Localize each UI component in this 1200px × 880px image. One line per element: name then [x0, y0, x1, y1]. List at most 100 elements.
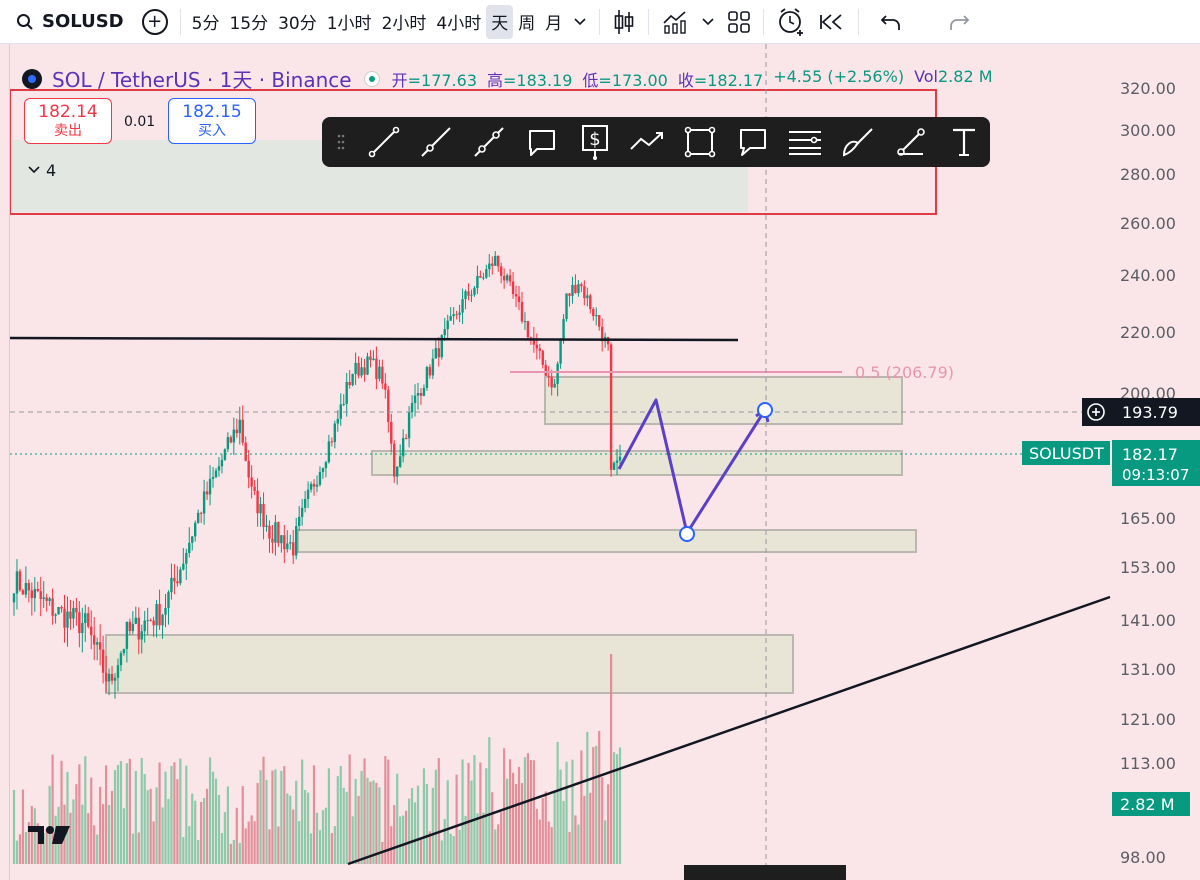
price-scale[interactable]: 320.00300.00280.00260.00240.00220.00200.… [1110, 44, 1200, 880]
callout-tool[interactable] [515, 122, 568, 162]
candle-body[interactable] [416, 393, 420, 396]
candle-body[interactable] [559, 340, 562, 364]
candle-body[interactable] [514, 294, 518, 297]
candle-body[interactable] [140, 631, 143, 640]
parallel-lines-tool[interactable] [779, 122, 832, 162]
candle-body[interactable] [580, 284, 583, 287]
candle-body[interactable] [434, 348, 438, 359]
candle-body[interactable] [357, 362, 360, 376]
candle-body[interactable] [259, 504, 262, 514]
candle-body[interactable] [404, 438, 408, 440]
candle-body[interactable] [449, 316, 452, 321]
candle-body[interactable] [612, 462, 616, 470]
trend-line-tool[interactable] [357, 122, 410, 162]
candle-body[interactable] [482, 277, 485, 279]
candle-body[interactable] [54, 614, 57, 616]
candle-body[interactable] [244, 442, 247, 461]
candle-body[interactable] [107, 673, 111, 682]
candle-body[interactable] [265, 525, 268, 527]
candle-body[interactable] [196, 512, 200, 523]
candle-body[interactable] [381, 366, 384, 384]
candle-body[interactable] [532, 338, 536, 345]
candle-body[interactable] [375, 358, 378, 379]
candle-body[interactable] [289, 542, 292, 544]
replay-button[interactable] [812, 5, 852, 39]
projection-anchor-end[interactable] [757, 402, 773, 418]
indicators-dropdown-button[interactable] [695, 5, 721, 39]
candle-body[interactable] [553, 383, 556, 388]
extended-line-tool[interactable] [463, 122, 516, 162]
candle-body[interactable] [464, 291, 467, 300]
candle-body[interactable] [437, 348, 440, 358]
candle-body[interactable] [306, 489, 310, 500]
candle-body[interactable] [609, 344, 613, 470]
candle-body[interactable] [407, 412, 411, 439]
candle-body[interactable] [60, 606, 63, 609]
candle-body[interactable] [455, 314, 458, 316]
interval-dropdown-button[interactable] [567, 5, 593, 39]
candle-body[interactable] [202, 491, 206, 514]
candle-body[interactable] [330, 441, 334, 443]
candle-body[interactable] [538, 348, 541, 351]
candle-body[interactable] [75, 607, 78, 613]
candle-body[interactable] [488, 263, 491, 270]
trend-line[interactable] [347, 595, 1111, 866]
candle-body[interactable] [250, 477, 253, 487]
candle-body[interactable] [199, 512, 203, 514]
candle-body[interactable] [583, 286, 586, 299]
candle-body[interactable] [214, 470, 218, 478]
candle-body[interactable] [167, 592, 170, 608]
candle-body[interactable] [565, 293, 568, 320]
candle-body[interactable] [247, 460, 250, 478]
candle-body[interactable] [173, 577, 176, 582]
candle-body[interactable] [274, 522, 277, 543]
candle-body[interactable] [425, 367, 429, 388]
alert-button[interactable] [770, 5, 812, 39]
candle-body[interactable] [164, 607, 167, 615]
candle-body[interactable] [116, 665, 120, 678]
candle-body[interactable] [312, 483, 316, 487]
legend-title[interactable]: SOL / TetherUS · 1天 · Binance [52, 68, 352, 92]
candle-body[interactable] [12, 593, 16, 603]
candle-body[interactable] [122, 648, 126, 654]
candle-body[interactable] [149, 620, 152, 622]
candle-body[interactable] [185, 552, 188, 564]
candle-body[interactable] [363, 367, 366, 375]
candle-body[interactable] [188, 542, 191, 553]
candle-body[interactable] [128, 621, 132, 631]
candle-body[interactable] [101, 649, 105, 673]
candle-body[interactable] [36, 589, 39, 592]
candle-body[interactable] [562, 319, 565, 341]
candle-body[interactable] [351, 373, 354, 386]
candle-body[interactable] [511, 281, 515, 295]
buy-button[interactable]: 182.15 买入 [168, 98, 256, 144]
candle-body[interactable] [505, 275, 509, 281]
candle-body[interactable] [598, 315, 601, 327]
candle-body[interactable] [146, 620, 149, 622]
candle-body[interactable] [15, 571, 19, 594]
candle-body[interactable] [18, 571, 22, 591]
candle-body[interactable] [378, 366, 381, 379]
candle-body[interactable] [393, 443, 396, 477]
candle-body[interactable] [586, 295, 589, 299]
candle-body[interactable] [176, 581, 179, 584]
candle-body[interactable] [69, 611, 72, 619]
candle-body[interactable] [161, 614, 164, 626]
candle-body[interactable] [348, 381, 351, 386]
candle-body[interactable] [158, 604, 161, 626]
zone-middle[interactable] [371, 450, 903, 476]
grip-icon[interactable] [332, 127, 349, 157]
candle-body[interactable] [45, 597, 48, 601]
candle-body[interactable] [369, 356, 372, 360]
comment-tool[interactable] [726, 122, 779, 162]
candle-body[interactable] [491, 263, 494, 266]
candle-body[interactable] [547, 375, 550, 377]
interval-1h[interactable]: 1小时 [326, 14, 372, 34]
candle-body[interactable] [508, 275, 512, 282]
candle-body[interactable] [309, 483, 313, 490]
interval-4h[interactable]: 4小时 [436, 14, 482, 34]
candle-body[interactable] [182, 563, 185, 570]
candle-body[interactable] [292, 542, 295, 556]
candle-body[interactable] [419, 393, 423, 396]
candle-body[interactable] [372, 358, 375, 360]
